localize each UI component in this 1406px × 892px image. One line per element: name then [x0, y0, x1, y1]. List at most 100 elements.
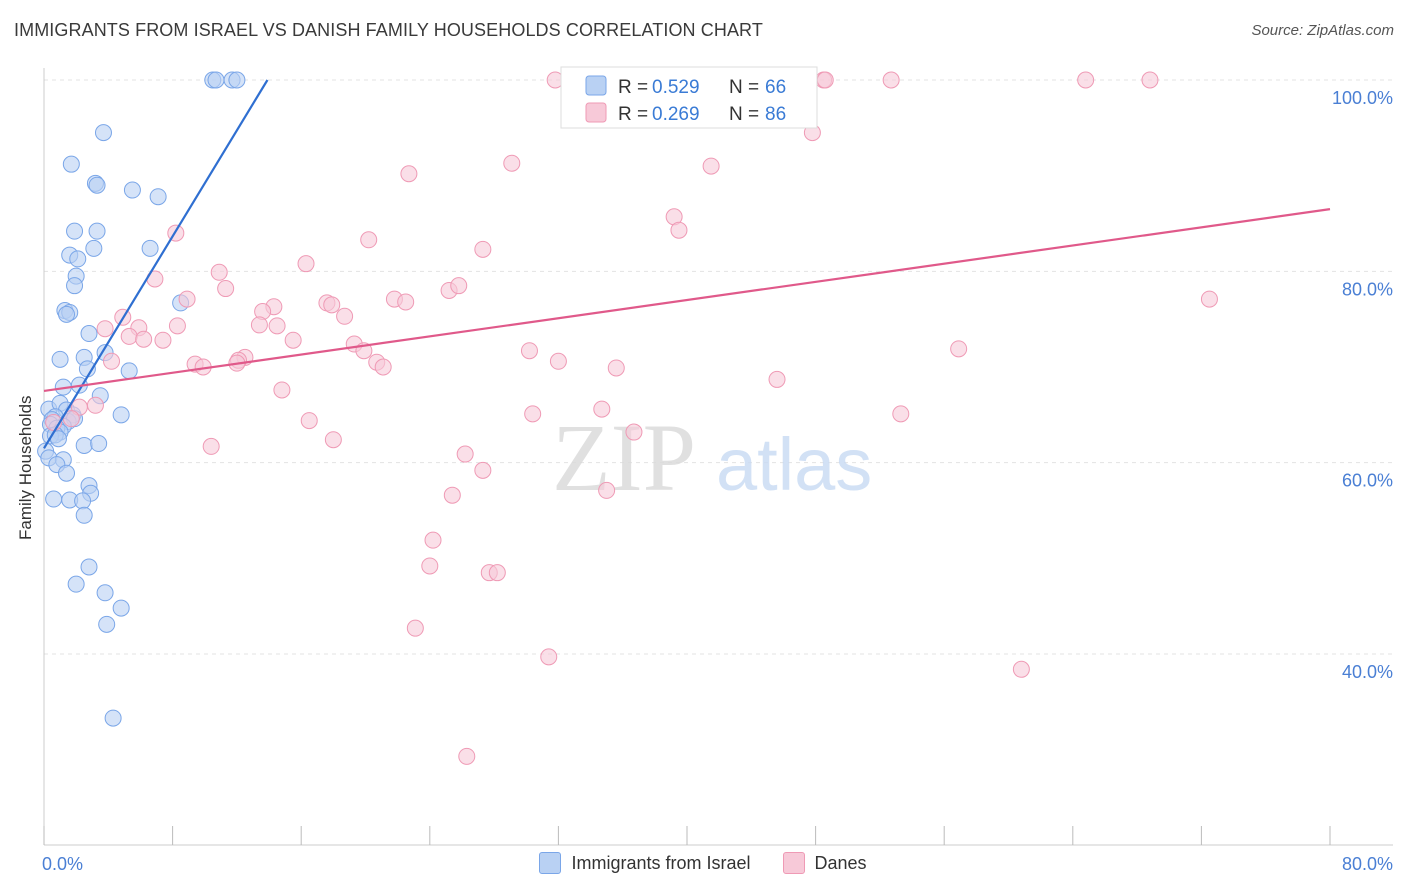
point-danes-11 [400, 165, 418, 183]
point-israel-47 [75, 436, 93, 454]
point-danes-42 [520, 342, 538, 360]
legend-label-danes: Danes [814, 852, 867, 873]
point-israel-65 [104, 709, 122, 727]
point-danes-61 [892, 405, 910, 423]
point-israel-3 [228, 71, 246, 89]
point-danes-69 [474, 461, 492, 479]
trend-lines [43, 79, 1331, 449]
point-israel-7 [88, 176, 106, 194]
point-israel-5 [62, 155, 80, 173]
point-israel-13 [141, 239, 159, 257]
point-danes-78 [1012, 660, 1030, 678]
point-danes-80 [1200, 290, 1218, 308]
point-danes-72 [424, 531, 442, 549]
point-israel-53 [58, 464, 76, 482]
legend-n-label-1: N = [729, 77, 759, 98]
point-israel-8 [123, 181, 141, 199]
point-danes-79 [458, 747, 476, 765]
legend-item-danes[interactable]: Danes [782, 852, 867, 874]
point-israel-59 [75, 506, 93, 524]
point-danes-59 [593, 400, 611, 418]
point-israel-39 [112, 406, 130, 424]
point-danes-70 [598, 481, 616, 499]
point-danes-38 [135, 330, 153, 348]
point-danes-37 [120, 327, 138, 345]
point-danes-16 [474, 240, 492, 258]
point-danes-68 [456, 445, 474, 463]
point-danes-30 [336, 307, 354, 325]
point-israel-21 [58, 305, 76, 323]
point-danes-35 [96, 320, 114, 338]
legend-item-israel[interactable]: Immigrants from Israel [539, 852, 751, 874]
point-danes-34 [168, 317, 186, 335]
point-danes-27 [323, 296, 341, 314]
point-danes-39 [154, 331, 172, 349]
legend-n-label-2: N = [729, 104, 759, 125]
chart-title: IMMIGRANTS FROM ISRAEL VS DANISH FAMILY … [14, 20, 763, 40]
point-danes-33 [268, 317, 286, 335]
point-danes-62 [300, 412, 318, 430]
point-danes-44 [950, 340, 968, 358]
watermark-zip: ZIP [552, 404, 696, 511]
point-danes-56 [273, 381, 291, 399]
legend-r-label-1: R = [618, 77, 648, 98]
point-israel-48 [90, 435, 108, 453]
point-danes-20 [217, 280, 235, 298]
point-danes-53 [549, 352, 567, 370]
legend-swatch-israel [585, 75, 607, 96]
bottom-legend: Immigrants from Israel Danes [0, 852, 1406, 874]
point-danes-63 [62, 410, 80, 428]
point-israel-15 [69, 250, 87, 268]
point-danes-54 [607, 359, 625, 377]
point-danes-55 [768, 370, 786, 388]
point-danes-5 [1077, 71, 1095, 89]
point-danes-15 [360, 231, 378, 249]
point-danes-73 [421, 557, 439, 575]
point-danes-17 [297, 255, 315, 273]
point-danes-25 [397, 293, 415, 311]
point-israel-64 [98, 615, 116, 633]
chart-source: Source: ZipAtlas.com [1251, 22, 1394, 39]
point-israel-4 [94, 124, 112, 142]
point-danes-82 [882, 71, 900, 89]
legend-n-value-1: 66 [765, 77, 786, 98]
point-israel-58 [74, 492, 92, 510]
point-danes-81 [816, 71, 834, 89]
point-israel-10 [66, 222, 84, 240]
legend-n-value-2: 86 [765, 104, 786, 125]
watermark-atlas: atlas [716, 423, 872, 506]
tick-labels: 40.0% 60.0% 80.0% 100.0% 0.0% 80.0% [42, 88, 1393, 874]
point-danes-40 [284, 331, 302, 349]
point-danes-10 [702, 157, 720, 175]
point-israel-63 [112, 599, 130, 617]
point-danes-57 [86, 396, 104, 414]
point-danes-22 [450, 277, 468, 295]
point-israel-12 [85, 239, 103, 257]
legend-swatch-danes-bottom [782, 852, 805, 874]
legend-r-value-2: 0.269 [652, 104, 700, 125]
legend-r-value-1: 0.529 [652, 77, 700, 98]
y-tick-label-60: 60.0% [1342, 471, 1393, 491]
legend-r-label-2: R = [618, 104, 648, 125]
point-israel-62 [96, 584, 114, 602]
point-danes-65 [625, 423, 643, 441]
trend-line-danes [43, 208, 1331, 393]
y-tick-label-80: 80.0% [1342, 279, 1393, 299]
point-danes-60 [524, 405, 542, 423]
point-israel-24 [51, 350, 69, 368]
point-danes-45 [103, 352, 121, 370]
legend: R = 0.529 N = 66 R = 0.269 N = 86 [560, 66, 818, 129]
point-israel-9 [149, 188, 167, 206]
point-israel-27 [120, 362, 138, 380]
point-danes-52 [374, 358, 392, 376]
point-israel-56 [45, 490, 63, 508]
point-danes-67 [202, 437, 220, 455]
point-danes-9 [503, 154, 521, 172]
point-danes-18 [210, 263, 228, 281]
point-israel-22 [80, 325, 98, 343]
point-israel-17 [66, 277, 84, 295]
point-danes-23 [178, 290, 196, 308]
point-danes-71 [443, 486, 461, 504]
point-danes-77 [540, 648, 558, 666]
